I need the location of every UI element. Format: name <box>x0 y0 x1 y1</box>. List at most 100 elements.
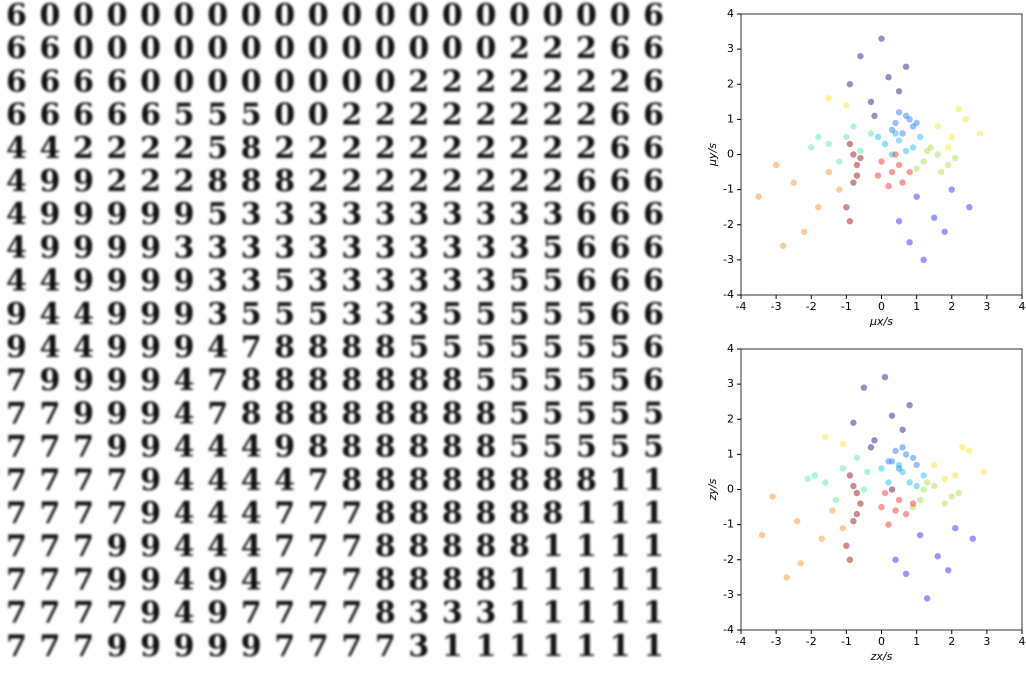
point <box>871 113 877 119</box>
digit-row: 77779444777888888111 <box>6 496 664 531</box>
point <box>878 35 884 41</box>
point <box>840 441 846 447</box>
point <box>903 63 909 69</box>
axes-frame <box>741 349 1022 630</box>
y-tick-label: 1 <box>727 447 734 460</box>
point <box>882 141 888 147</box>
x-tick-label: 1 <box>913 635 920 648</box>
point <box>906 116 912 122</box>
point <box>829 507 835 513</box>
point <box>913 120 919 126</box>
digit-row: 49999953333333333666 <box>6 197 664 232</box>
point <box>840 525 846 531</box>
point <box>885 183 891 189</box>
plots: -4-3-2-101234-4-3-2-101234μx/sμy/s-4-3-2… <box>706 7 1026 663</box>
figure: 6000000000000000000666000000000000022266… <box>0 0 1026 675</box>
point <box>906 402 912 408</box>
point <box>794 518 800 524</box>
point <box>826 95 832 101</box>
digit-row: 77799444777888881111 <box>6 529 664 564</box>
x-tick-label: -4 <box>736 635 747 648</box>
point <box>854 162 860 168</box>
point <box>952 472 958 478</box>
point <box>854 172 860 178</box>
digit-row: 79999478888888555556 <box>6 363 664 398</box>
point <box>903 571 909 577</box>
point <box>801 229 807 235</box>
digit-row: 49999333333333335666 <box>6 230 664 265</box>
x-tick-label: 3 <box>983 635 990 648</box>
x-tick-label: 2 <box>948 300 955 313</box>
point <box>850 123 856 129</box>
point <box>790 179 796 185</box>
point <box>847 472 853 478</box>
point <box>868 99 874 105</box>
point <box>889 127 895 133</box>
point <box>878 158 884 164</box>
y-tick-label: 3 <box>727 377 734 390</box>
y-tick-label: 0 <box>727 148 734 161</box>
point <box>903 148 909 154</box>
point <box>949 134 955 140</box>
point <box>878 465 884 471</box>
point <box>769 493 775 499</box>
point <box>798 560 804 566</box>
point <box>952 525 958 531</box>
point <box>850 151 856 157</box>
digit-row: 60000000000000000006 <box>6 0 664 33</box>
x-axis-label: μx/s <box>869 315 893 328</box>
point <box>833 497 839 503</box>
point <box>906 239 912 245</box>
point <box>871 437 877 443</box>
point <box>885 74 891 80</box>
point <box>920 486 926 492</box>
digit-row: 66000000000000022266 <box>6 31 664 66</box>
point <box>840 465 846 471</box>
point <box>896 162 902 168</box>
digit-row: 77779444478888888811 <box>6 463 664 498</box>
point <box>815 134 821 140</box>
point <box>906 169 912 175</box>
point <box>903 511 909 517</box>
point <box>854 455 860 461</box>
y-tick-label: 4 <box>727 342 734 355</box>
point <box>864 469 870 475</box>
x-axis-label: zx/s <box>870 650 893 663</box>
y-axis-label: zy/s <box>706 478 719 501</box>
point <box>805 476 811 482</box>
x-tick-label: -3 <box>771 635 782 648</box>
digit-row: 94499935553335555566 <box>6 297 664 332</box>
point <box>945 567 951 573</box>
point <box>910 455 916 461</box>
point <box>878 504 884 510</box>
point <box>843 134 849 140</box>
digit-row: 77999478888888855555 <box>6 396 664 431</box>
x-tick-label: 2 <box>948 635 955 648</box>
point <box>899 179 905 185</box>
x-tick-label: 4 <box>1019 635 1026 648</box>
point <box>780 243 786 249</box>
point <box>906 479 912 485</box>
point <box>949 186 955 192</box>
point <box>935 553 941 559</box>
point <box>889 413 895 419</box>
point <box>966 448 972 454</box>
point <box>885 458 891 464</box>
point <box>945 144 951 150</box>
point <box>868 130 874 136</box>
y-tick-label: 2 <box>727 412 734 425</box>
point <box>861 486 867 492</box>
point <box>889 169 895 175</box>
point <box>861 384 867 390</box>
y-tick-label: 4 <box>727 7 734 20</box>
point <box>938 169 944 175</box>
point <box>977 130 983 136</box>
point <box>959 444 965 450</box>
point <box>836 186 842 192</box>
point <box>913 483 919 489</box>
point <box>826 141 832 147</box>
point <box>935 151 941 157</box>
point <box>850 179 856 185</box>
point <box>826 169 832 175</box>
